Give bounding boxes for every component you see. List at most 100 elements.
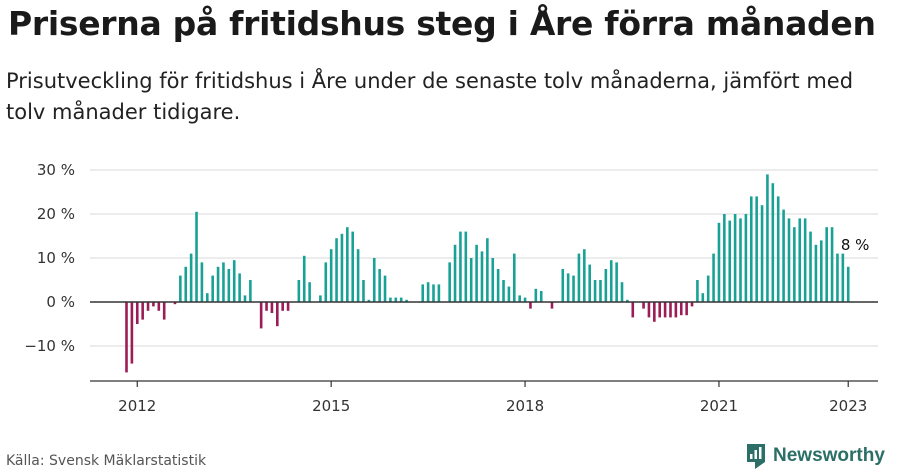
bar: [141, 302, 144, 320]
bar: [836, 253, 839, 302]
bar: [507, 286, 511, 302]
bar: [135, 302, 139, 324]
bar: [249, 280, 252, 302]
bar: [809, 231, 812, 302]
bar: [179, 275, 182, 302]
bar: [157, 302, 161, 311]
y-tick-label: 20 %: [37, 205, 75, 223]
bar: [766, 174, 769, 302]
bar: [534, 288, 538, 302]
bar: [739, 218, 742, 302]
bar: [561, 269, 565, 302]
bars: [125, 174, 850, 373]
bar: [577, 253, 581, 302]
bar: [593, 280, 597, 302]
bar: [265, 302, 268, 311]
bar: [367, 299, 371, 302]
bar: [846, 266, 850, 302]
bar: [205, 293, 209, 302]
newsworthy-logo-icon: [747, 444, 765, 469]
bar: [620, 282, 624, 302]
bar: [690, 302, 694, 307]
bar: [529, 302, 532, 309]
bar: [469, 258, 473, 302]
bar: [162, 302, 166, 320]
x-axis-labels: 2012 2015 2018 2021 2023: [118, 381, 867, 415]
bar: [572, 275, 575, 302]
bar: [491, 258, 495, 302]
bar: [372, 258, 376, 302]
bar: [626, 299, 629, 302]
bar: [685, 302, 688, 316]
bar: [782, 209, 785, 302]
axes: [90, 301, 878, 382]
annotations: 8 %: [841, 236, 870, 254]
bar: [125, 302, 128, 373]
x-tick-label: 2021: [700, 397, 738, 415]
bar: [378, 269, 381, 302]
bar: [830, 227, 834, 302]
bar: [588, 264, 591, 302]
bar: [340, 233, 344, 302]
bar: [723, 214, 726, 302]
bar: [448, 262, 451, 302]
bar: [771, 183, 775, 302]
bar: [227, 269, 231, 302]
bar: [152, 302, 155, 307]
bar: [486, 238, 489, 302]
bar: [389, 297, 392, 302]
x-tick-label: 2018: [506, 397, 544, 415]
bar: [566, 273, 570, 302]
y-tick-label: −10 %: [24, 337, 75, 355]
bar: [599, 280, 602, 302]
bar: [609, 260, 613, 302]
bar: [421, 284, 425, 302]
bar: [679, 302, 683, 316]
bar: [399, 297, 403, 302]
bar: [706, 275, 710, 302]
bar: [502, 280, 505, 302]
bar: [803, 218, 807, 302]
bar: [335, 238, 338, 302]
bar: [302, 255, 306, 302]
bar: [749, 196, 753, 302]
bar: [146, 302, 150, 311]
bar: [222, 262, 225, 302]
y-tick-label: 10 %: [37, 249, 75, 267]
bar: [798, 218, 802, 302]
bar: [216, 266, 220, 302]
grid-lines: [90, 169, 878, 347]
bar: [346, 227, 349, 302]
bar: [550, 302, 554, 309]
x-tick-label: 2015: [312, 397, 350, 415]
bar: [195, 211, 198, 302]
bar: [663, 302, 667, 318]
bar: [615, 262, 618, 302]
bar: [259, 302, 263, 329]
x-tick-label: 2012: [118, 397, 156, 415]
bar: [383, 275, 387, 302]
bar: [776, 196, 780, 302]
bar: [728, 220, 732, 302]
bar: [755, 196, 758, 302]
bar: [475, 244, 478, 302]
bar: [394, 297, 398, 302]
bar: [405, 299, 408, 302]
bar: [362, 280, 365, 302]
bar: [604, 269, 608, 302]
x-tick-label: 2023: [829, 397, 867, 415]
source-note: Källa: Svensk Mäklarstatistik: [6, 453, 207, 469]
chart-title: Priserna på fritidshus steg i Åre förra …: [8, 4, 876, 43]
bar: [793, 227, 796, 302]
bar: [351, 231, 355, 302]
bar: [717, 222, 721, 302]
bar: [184, 266, 188, 302]
bar: [480, 251, 484, 302]
bar: [270, 302, 274, 313]
bar: [733, 214, 737, 302]
bar: [281, 302, 284, 311]
bar: [453, 244, 457, 302]
brand-name: Newsworthy: [773, 445, 885, 466]
bar: [189, 253, 193, 302]
bar: [130, 302, 134, 364]
